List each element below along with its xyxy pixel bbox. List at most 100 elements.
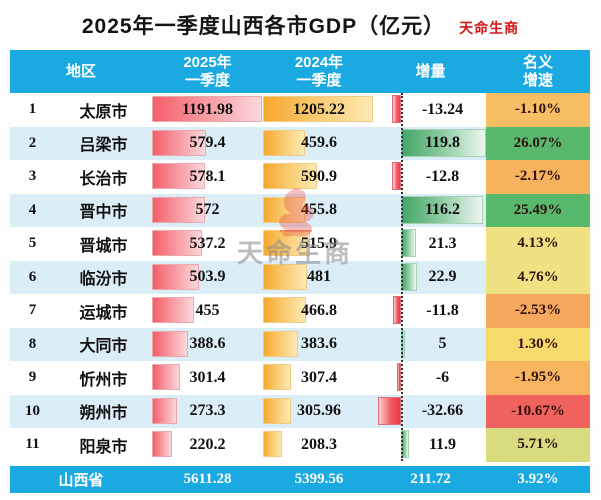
table-row: 1 太原市 1191.98 1205.22 -13.24 -1.10% [10, 93, 590, 127]
table-row: 10 朔州市 273.3 305.96 -32.66 -10.67% [10, 394, 590, 429]
delta-value: -11.8 [426, 301, 459, 319]
gdp-2024-cell: 455.8 [263, 194, 375, 228]
gdp-2025-bar [152, 96, 262, 122]
total-gdp-2024: 5399.56 [294, 470, 344, 487]
gdp-2025-cell: 301.4 [152, 361, 263, 395]
gdp-2025-cell: 220.2 [152, 428, 263, 462]
table-row: 9 忻州市 301.4 307.4 -6 -1.95% [10, 361, 590, 395]
city-cell: 忻州市 [79, 371, 128, 389]
table-row: 8 大同市 388.6 383.6 5 1.30% [10, 327, 590, 362]
delta-value: 22.9 [428, 268, 457, 286]
delta-cell: 119.8 [375, 127, 486, 161]
gdp-2025-cell: 273.3 [152, 395, 263, 429]
delta-value: 21.3 [428, 234, 457, 252]
gdp-2024-cell: 459.6 [263, 127, 375, 161]
rank-cell: 4 [28, 201, 37, 218]
gdp-2024-bar [263, 230, 311, 256]
rank-cell: 10 [25, 402, 40, 419]
table-row: 5 晋城市 537.2 515.9 21.3 4.13% [10, 227, 590, 261]
growth-cell: -1.95% [486, 361, 590, 395]
delta-positive-bar [401, 195, 484, 224]
gdp-2024-bar [263, 364, 292, 390]
table-header: 地区 2025年 一季度 2024年 一季度 增量 名义 增速 [10, 50, 590, 93]
table-row: 7 运城市 455 466.8 -11.8 -2.53% [10, 294, 590, 328]
table-row: 3 长治市 578.1 590.9 -12.8 -2.17% [10, 160, 590, 194]
growth-cell: 1.30% [486, 327, 590, 361]
delta-value: 116.2 [424, 201, 461, 219]
gdp-2025-value: 388.6 [189, 335, 226, 353]
header-y2025: 2025年 一季度 [183, 53, 232, 89]
gdp-2025-cell: 572 [152, 194, 263, 228]
gdp-2024-value: 1205.22 [293, 100, 345, 118]
gdp-2025-value: 273.3 [189, 402, 226, 420]
delta-value: 5 [438, 335, 447, 353]
gdp-2024-bar [263, 397, 291, 424]
gdp-2024-value: 305.96 [297, 402, 341, 420]
gdp-2024-cell: 208.3 [263, 428, 375, 462]
gdp-2024-cell: 1205.22 [263, 93, 375, 127]
gdp-2024-bar [263, 431, 282, 457]
delta-cell: -11.8 [375, 294, 486, 328]
city-cell: 长治市 [79, 170, 128, 188]
city-cell: 晋城市 [79, 237, 128, 255]
gdp-2024-bar [263, 129, 305, 156]
gdp-2024-value: 481 [307, 268, 331, 286]
delta-value: -13.24 [421, 100, 464, 118]
growth-cell: -2.17% [486, 160, 590, 194]
gdp-2025-bar [152, 364, 180, 390]
header-region: 地区 [65, 62, 96, 80]
gdp-2025-bar [152, 397, 178, 424]
gdp-2024-value: 459.6 [301, 134, 337, 152]
rank-cell: 7 [28, 302, 37, 319]
gdp-2024-value: 515.9 [301, 234, 337, 252]
gdp-2024-cell: 466.8 [263, 294, 375, 328]
gdp-2025-bar [152, 230, 202, 256]
rank-cell: 1 [28, 101, 37, 118]
table-row: 2 吕梁市 579.4 459.6 119.8 26.07% [10, 126, 590, 161]
gdp-2024-value: 590.9 [301, 167, 337, 185]
rank-cell: 8 [28, 335, 37, 352]
growth-cell: 26.07% [486, 126, 590, 160]
city-cell: 吕梁市 [79, 137, 128, 155]
gdp-2025-value: 1191.98 [181, 100, 234, 118]
city-cell: 太原市 [79, 103, 128, 121]
city-cell: 朔州市 [79, 405, 128, 423]
gdp-2025-cell: 537.2 [152, 227, 263, 261]
gdp-2025-bar [152, 129, 206, 156]
rank-cell: 2 [28, 134, 37, 151]
gdp-2025-cell: 579.4 [152, 127, 263, 161]
city-cell: 临汾市 [79, 271, 128, 289]
gdp-2025-cell: 1191.98 [152, 93, 263, 127]
city-cell: 大同市 [79, 338, 128, 356]
gdp-2025-value: 220.2 [189, 435, 226, 453]
gdp-2025-bar [152, 163, 206, 189]
table-row: 11 阳泉市 220.2 208.3 11.9 5.71% [10, 428, 590, 462]
gdp-2024-cell: 305.96 [263, 395, 375, 429]
gdp-2025-value: 572 [195, 201, 220, 219]
gdp-2025-cell: 503.9 [152, 261, 263, 295]
gdp-2025-value: 301.4 [189, 368, 226, 386]
gdp-2024-bar [263, 330, 298, 357]
gdp-2025-bar [152, 263, 199, 290]
gdp-2024-value: 208.3 [301, 435, 337, 453]
table-footer-total: 山西省 5611.28 5399.56 211.72 3.92% [10, 465, 590, 493]
gdp-2024-value: 455.8 [301, 201, 337, 219]
total-growth: 3.92% [517, 470, 559, 487]
gdp-2024-bar [263, 96, 373, 122]
delta-value: -12.8 [425, 167, 460, 185]
delta-negative-bar [377, 396, 401, 425]
table-body: 1 太原市 1191.98 1205.22 -13.24 -1.10% 2 吕梁市 579.4 4… [10, 93, 590, 462]
gdp-2025-cell: 388.6 [152, 328, 263, 362]
delta-value: -6 [435, 368, 450, 386]
delta-value: 119.8 [424, 134, 461, 152]
city-cell: 阳泉市 [79, 438, 128, 456]
growth-cell: 4.13% [486, 227, 590, 261]
total-region-label: 山西省 [58, 471, 104, 489]
delta-negative-bar [391, 95, 401, 123]
growth-cell: 4.76% [486, 260, 590, 294]
delta-negative-bar [392, 296, 401, 324]
zero-axis-line [401, 93, 403, 461]
growth-cell: -1.10% [486, 93, 590, 127]
delta-negative-bar [396, 363, 401, 391]
rank-cell: 5 [28, 235, 37, 252]
